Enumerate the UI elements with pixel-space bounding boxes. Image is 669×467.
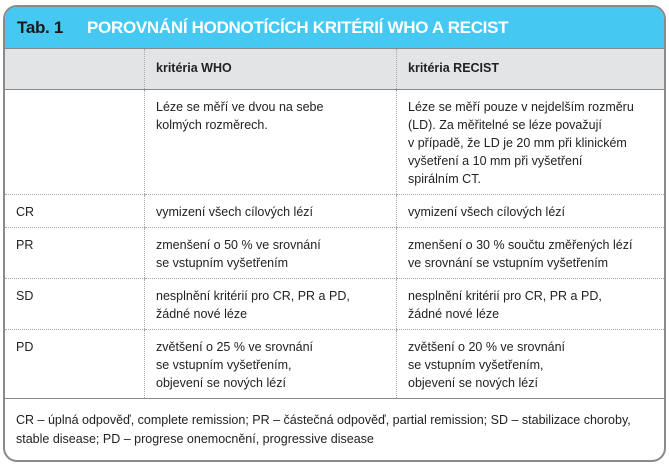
row-label: SD	[5, 278, 145, 330]
column-header-who: kritéria WHO	[144, 48, 397, 90]
table-row: PD zvětšení o 25 % ve srovnání se vstupní…	[5, 329, 664, 399]
table-header: Tab. 1 POROVNÁNÍ HODNOTÍCÍCH KRITÉRIÍ WH…	[5, 7, 664, 48]
row-label: PR	[5, 227, 145, 279]
row-label	[5, 89, 145, 195]
table-row: SD nesplnění kritérií pro CR, PR a PD, žá…	[5, 278, 664, 330]
recist-cell: vymizení všech cílových lézí	[396, 194, 664, 228]
who-cell: zmenšení o 50 % ve srovnání se vstupním …	[144, 227, 397, 279]
table-row: CR vymizení všech cílových lézí vymizení v…	[5, 194, 664, 228]
column-header	[5, 48, 145, 90]
who-cell: nesplnění kritérií pro CR, PR a PD, žádn…	[144, 278, 397, 330]
table-row: Léze se měří ve dvou na sebe kolmých roz…	[5, 89, 664, 195]
column-header-row: kritéria WHO kritéria RECIST	[5, 48, 664, 90]
table-box: Tab. 1 POROVNÁNÍ HODNOTÍCÍCH KRITÉRIÍ WH…	[3, 5, 666, 462]
criteria-table: kritéria WHO kritéria RECIST Léze se měř…	[5, 48, 664, 399]
table-number: Tab. 1	[17, 17, 64, 37]
recist-cell: zmenšení o 30 % součtu změřených lézí ve…	[396, 227, 664, 279]
row-label: CR	[5, 194, 145, 228]
recist-cell: Léze se měří pouze v nejdelším rozměru (…	[396, 89, 664, 195]
column-header-recist: kritéria RECIST	[396, 48, 664, 90]
table-row: PR zmenšení o 50 % ve srovnání se vstupní…	[5, 227, 664, 279]
row-label: PD	[5, 329, 145, 399]
footnote: CR – úplná odpověď, complete remission; …	[16, 413, 631, 446]
who-cell: vymizení všech cílových lézí	[144, 194, 397, 228]
table-title: POROVNÁNÍ HODNOTÍCÍCH KRITÉRIÍ WHO A REC…	[87, 17, 509, 37]
recist-cell: nesplnění kritérií pro CR, PR a PD, žádn…	[396, 278, 664, 330]
who-cell: Léze se měří ve dvou na sebe kolmých roz…	[144, 89, 397, 195]
recist-cell: zvětšení o 20 % ve srovnání se vstupním …	[396, 329, 664, 399]
who-cell: zvětšení o 25 % ve srovnání se vstupním …	[144, 329, 397, 399]
